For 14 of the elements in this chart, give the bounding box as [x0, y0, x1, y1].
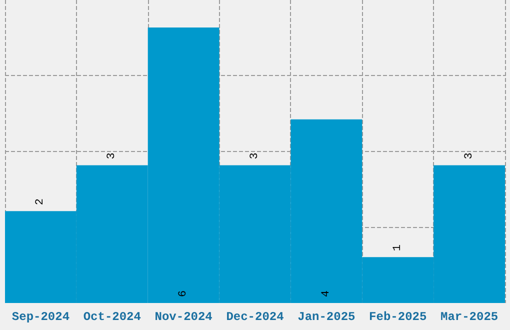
data-label: 2: [34, 198, 47, 206]
x-tick-label: Feb-2025: [369, 310, 427, 324]
data-label: 6: [178, 290, 190, 297]
x-tick-label: Nov-2024: [154, 310, 212, 324]
data-label: 3: [463, 152, 476, 160]
data-label: 1: [392, 244, 404, 252]
data-label: 3: [249, 152, 261, 160]
x-tick-label: Jan-2025: [298, 310, 356, 324]
x-tick-label: Mar-2025: [440, 310, 498, 324]
data-label: 3: [106, 152, 118, 160]
x-tick-label: Sep-2024: [12, 310, 70, 324]
x-tick-label: Dec-2024: [226, 310, 284, 324]
data-label: 4: [320, 290, 332, 297]
x-tick-label: Oct-2024: [83, 310, 141, 324]
